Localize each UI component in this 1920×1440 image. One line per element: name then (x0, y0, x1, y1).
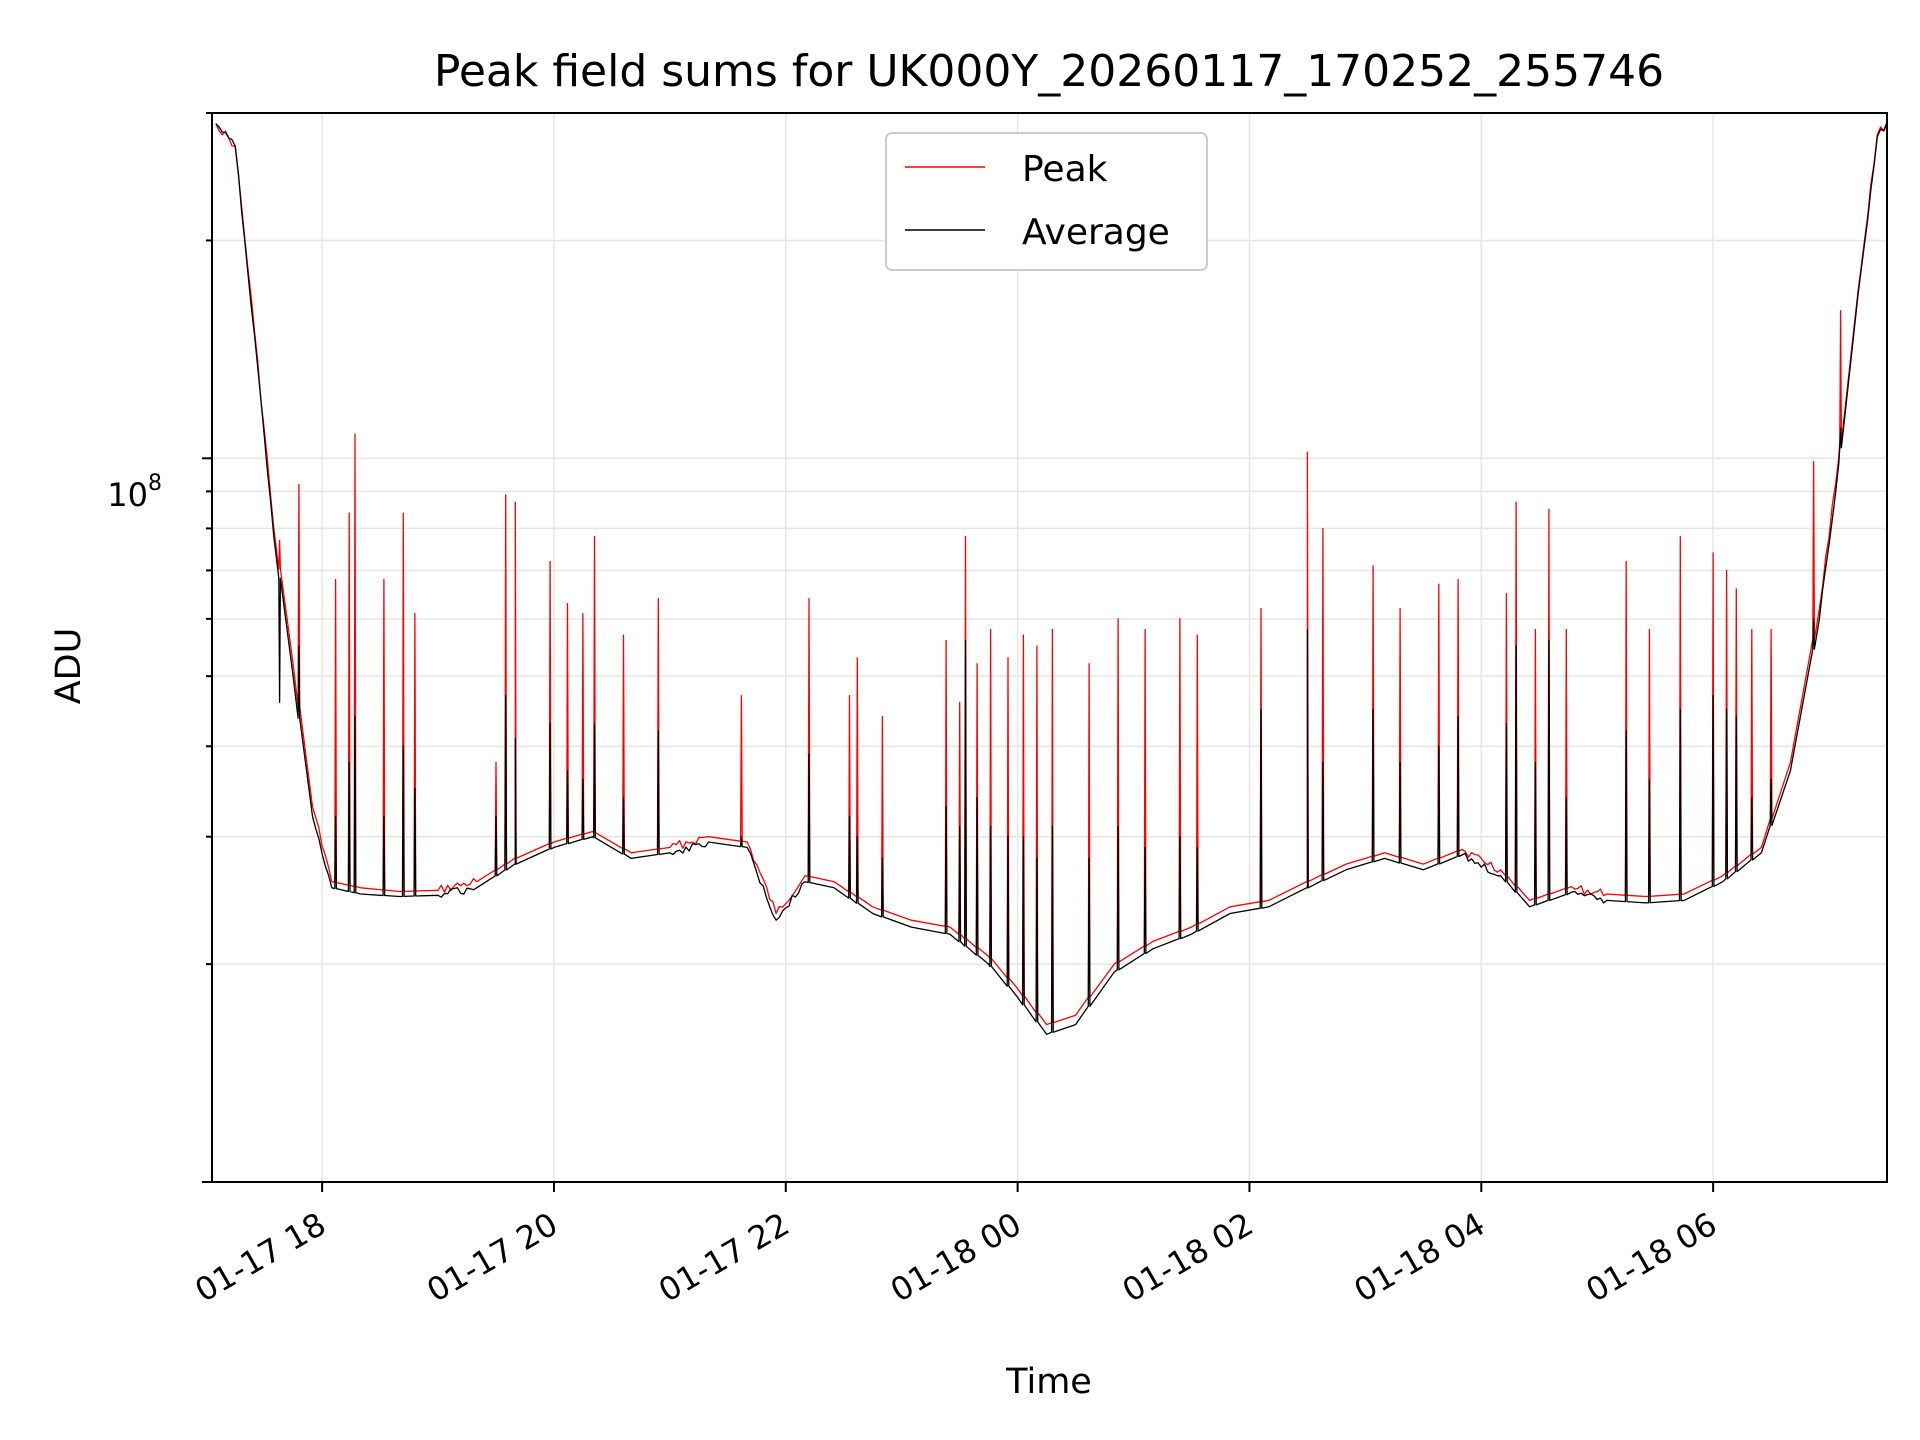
legend-peak-label: Peak (1022, 149, 1108, 190)
y-ticks (202, 112, 212, 1183)
y-tick-base: 10 (107, 476, 148, 514)
y-major-tick-label: 108 (107, 471, 162, 514)
average-series-line (215, 123, 1888, 1035)
x-axis-label: Time (1005, 1362, 1092, 1402)
y-axis-label: ADU (49, 628, 89, 705)
plot-lines (215, 121, 1888, 1035)
plot-frame (211, 112, 1888, 1183)
legend: Peak Average (885, 132, 1208, 271)
chart-title: Peak field sums for UK000Y_20260117_1702… (434, 46, 1664, 97)
y-tick-exponent: 8 (148, 471, 162, 496)
legend-average-label: Average (1022, 212, 1170, 253)
